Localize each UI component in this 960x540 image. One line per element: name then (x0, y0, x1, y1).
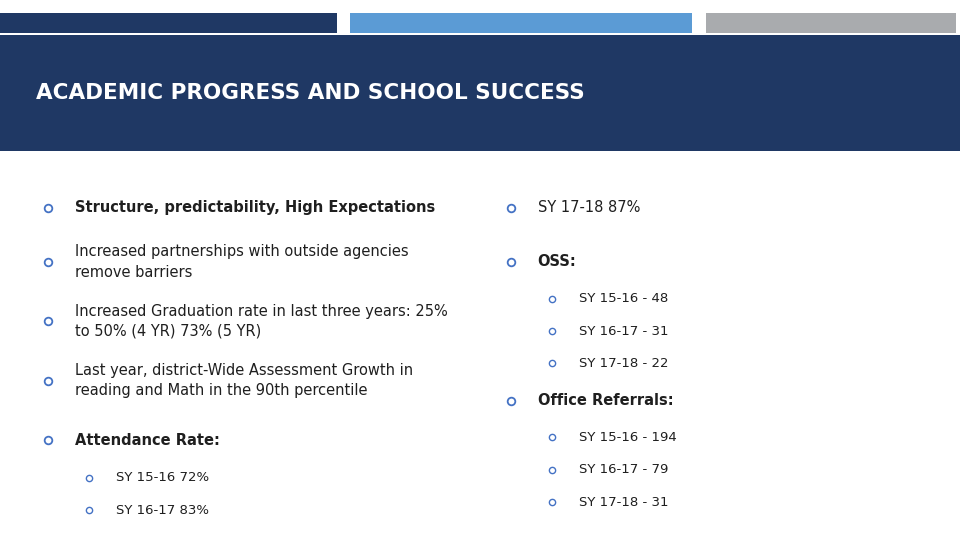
Text: SY 15-16 72%: SY 15-16 72% (116, 471, 209, 484)
Text: SY 16-17 - 31: SY 16-17 - 31 (579, 325, 668, 338)
Text: OSS:: OSS: (538, 254, 576, 269)
Text: SY 17-18 87%: SY 17-18 87% (538, 200, 640, 215)
FancyBboxPatch shape (0, 13, 337, 33)
Text: SY 15-16 - 194: SY 15-16 - 194 (579, 431, 677, 444)
FancyBboxPatch shape (706, 13, 956, 33)
Text: SY 17-18 - 31: SY 17-18 - 31 (579, 496, 668, 509)
Text: SY 16-17 - 79: SY 16-17 - 79 (579, 463, 668, 476)
Text: SY 16-17 83%: SY 16-17 83% (116, 504, 209, 517)
FancyBboxPatch shape (350, 13, 692, 33)
Text: Last year, district-Wide Assessment Growth in
reading and Math in the 90th perce: Last year, district-Wide Assessment Grow… (75, 363, 413, 399)
Text: ACADEMIC PROGRESS AND SCHOOL SUCCESS: ACADEMIC PROGRESS AND SCHOOL SUCCESS (36, 83, 586, 103)
Text: Increased partnerships with outside agencies
remove barriers: Increased partnerships with outside agen… (75, 244, 409, 280)
Text: Structure, predictability, High Expectations: Structure, predictability, High Expectat… (75, 200, 435, 215)
Text: SY 17-18 - 22: SY 17-18 - 22 (579, 357, 668, 370)
Text: Attendance Rate:: Attendance Rate: (75, 433, 220, 448)
Text: SY 15-16 - 48: SY 15-16 - 48 (579, 292, 668, 305)
FancyBboxPatch shape (0, 35, 960, 151)
Text: Office Referrals:: Office Referrals: (538, 393, 673, 408)
Text: Increased Graduation rate in last three years: 25%
to 50% (4 YR) 73% (5 YR): Increased Graduation rate in last three … (75, 303, 447, 339)
